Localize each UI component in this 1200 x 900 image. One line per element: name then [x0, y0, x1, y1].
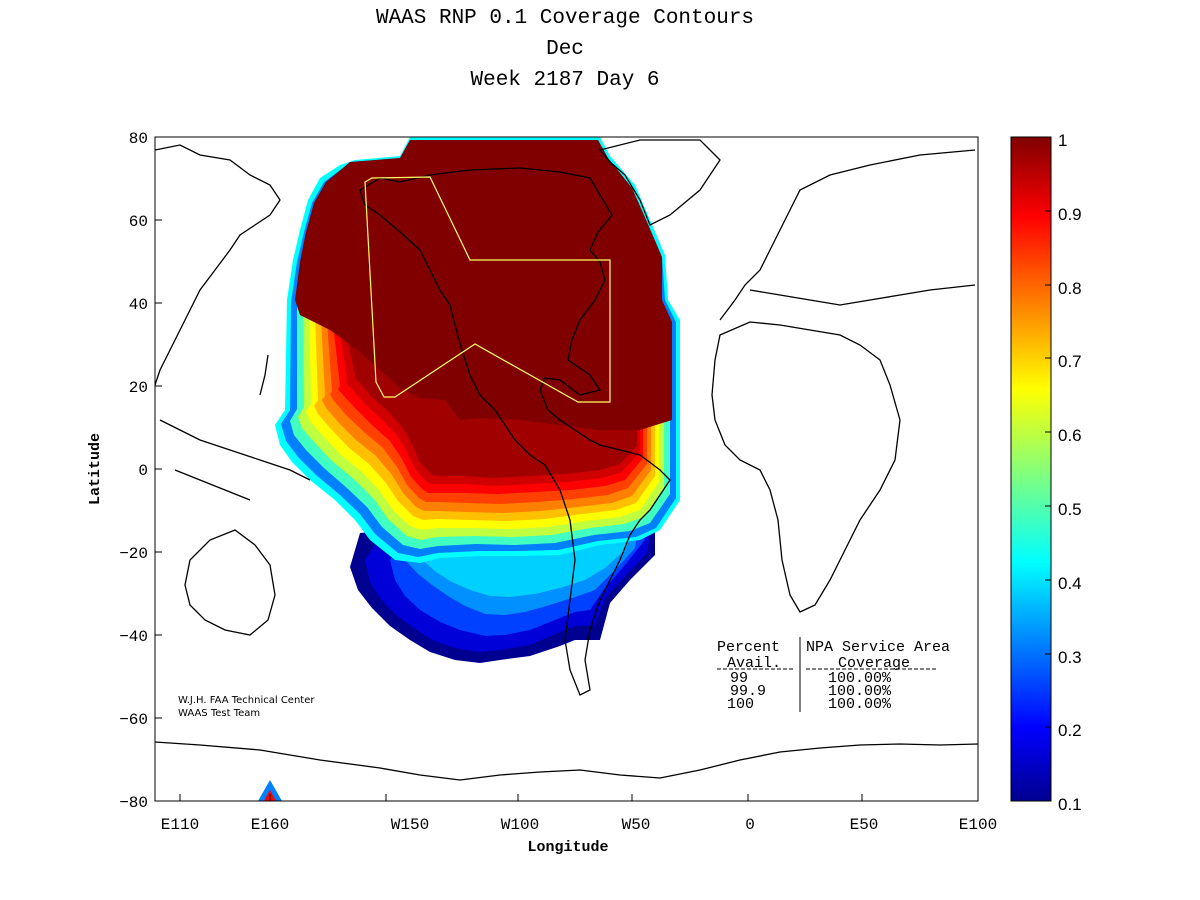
y-tick-label: −20 — [119, 545, 148, 563]
colorbar-tick: 0.7 — [1058, 352, 1082, 371]
coastline-antarctica — [155, 741, 978, 781]
x-tick-label: E100 — [959, 816, 997, 834]
coastline-europe — [719, 149, 976, 321]
x-tick-label: E50 — [850, 816, 879, 834]
table-col1-sub: Avail. — [727, 655, 781, 672]
x-axis-label: Longitude — [527, 839, 608, 856]
coastline-islands — [159, 354, 311, 501]
tick-marks — [155, 136, 979, 802]
colorbar-tick: 0.3 — [1058, 648, 1082, 667]
colorbar-tick: 0.8 — [1058, 279, 1082, 298]
table-col1-header: Percent — [717, 639, 780, 656]
y-axis-label: Latitude — [87, 433, 104, 505]
y-tick-label: 80 — [129, 130, 148, 148]
colorbar-tick: 0.6 — [1058, 426, 1082, 445]
colorbar-tick: 0.2 — [1058, 721, 1082, 740]
service-area-boundary — [364, 176, 611, 403]
table-avail: 99.9 — [730, 683, 766, 700]
table-col2-header: NPA Service Area — [806, 639, 950, 656]
chart-subtitle-week: Week 2187 Day 6 — [470, 69, 660, 92]
colorbar-tick: 0.5 — [1058, 500, 1082, 519]
credit-line-2: WAAS Test Team — [178, 708, 260, 719]
table-col2-sub: Coverage — [838, 655, 910, 672]
y-tick-label: −60 — [119, 711, 148, 729]
x-tick-label: 0 — [745, 816, 755, 834]
colorbar-tick: 1 — [1058, 131, 1067, 150]
y-tick-label: −80 — [119, 794, 148, 812]
coastline-australia — [184, 529, 276, 636]
table-coverage: 100.00% — [828, 683, 892, 700]
coverage-contours — [258, 137, 680, 801]
contour-band-antarctic — [258, 780, 282, 801]
coastline-north-america — [359, 167, 671, 696]
x-tick-label: W150 — [391, 816, 429, 834]
table-avail: 99 — [730, 670, 748, 687]
y-tick-label: 20 — [129, 379, 148, 397]
coastline-asia — [155, 144, 281, 386]
chart-subtitle-month: Dec — [546, 38, 584, 61]
coastline-greenland — [598, 139, 721, 226]
coastlines — [155, 139, 978, 781]
credit-line-1: W.J.H. FAA Technical Center — [178, 695, 315, 706]
table-avail: 100 — [727, 696, 754, 713]
colorbar: 1 0.9 0.8 0.7 0.6 0.5 0.4 0.3 0.2 0.1 — [1010, 131, 1082, 814]
colorbar-tick: 0.9 — [1058, 205, 1082, 224]
y-tick-label: 60 — [129, 213, 148, 231]
x-tick-label: E160 — [251, 816, 289, 834]
chart-title: WAAS RNP 0.1 Coverage Contours — [375, 7, 755, 30]
table-coverage: 100.00% — [828, 670, 892, 687]
x-tick-label: W50 — [622, 816, 651, 834]
coverage-table: Percent NPA Service Area Avail. Coverage… — [717, 637, 950, 713]
x-tick-label: E110 — [161, 816, 199, 834]
y-tick-label: −40 — [119, 628, 148, 646]
y-tick-label: 40 — [129, 296, 148, 314]
colorbar-tick: 0.1 — [1058, 795, 1082, 814]
colorbar-gradient — [1010, 136, 1052, 802]
table-coverage: 100.00% — [828, 696, 892, 713]
coastline-africa — [711, 321, 901, 613]
contour-band-core — [295, 140, 672, 430]
y-tick-label: 0 — [138, 462, 148, 480]
x-tick-label: W100 — [501, 816, 539, 834]
colorbar-tick: 0.4 — [1058, 574, 1082, 593]
